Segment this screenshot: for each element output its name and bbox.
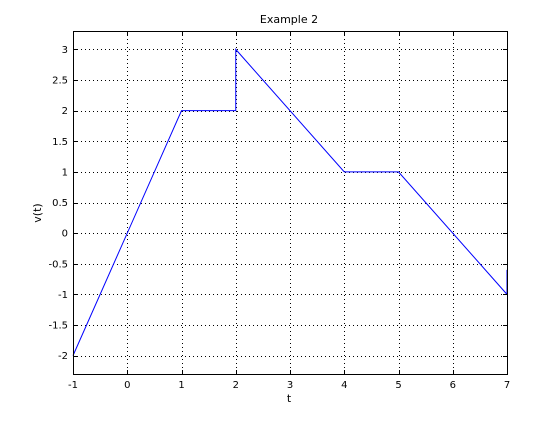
axes <box>73 31 508 375</box>
chart-title: Example 2 <box>260 13 318 26</box>
x-tick-label: 1 <box>178 380 184 391</box>
x-tick-label: -1 <box>68 380 78 391</box>
x-tick-label: 4 <box>341 380 347 391</box>
x-tick-label: 3 <box>287 380 293 391</box>
x-tick-labels: -1 0 1 2 3 4 5 6 7 <box>68 380 510 391</box>
y-tick-label: -1.5 <box>48 321 68 332</box>
y-tick-label: 2.5 <box>52 76 68 87</box>
grid <box>73 31 507 374</box>
y-tick-label: -2 <box>58 351 68 362</box>
x-tick-label: 5 <box>395 380 401 391</box>
x-tick-label: 2 <box>233 380 239 391</box>
x-axis-label: t <box>287 392 292 405</box>
y-tick-label: 1 <box>62 167 68 178</box>
series-layer <box>72 48 508 356</box>
y-tick-label: 3 <box>62 45 68 56</box>
y-tick-labels: -2 -1.5 -1 -0.5 0 0.5 1 1.5 2 2.5 3 <box>48 45 68 362</box>
x-tick-label: 6 <box>450 380 456 391</box>
y-tick-label: -1 <box>58 290 68 301</box>
y-axis-label: v(t) <box>31 203 44 222</box>
y-tick-label: 0 <box>62 229 68 240</box>
series-line <box>72 48 508 356</box>
y-tick-label: 0.5 <box>52 198 68 209</box>
x-tick-label: 0 <box>124 380 130 391</box>
y-tick-label: 1.5 <box>52 137 68 148</box>
x-tick-label: 7 <box>504 380 510 391</box>
y-tick-label: 2 <box>62 106 68 117</box>
y-tick-label: -0.5 <box>48 259 68 270</box>
plot-frame <box>73 31 508 375</box>
